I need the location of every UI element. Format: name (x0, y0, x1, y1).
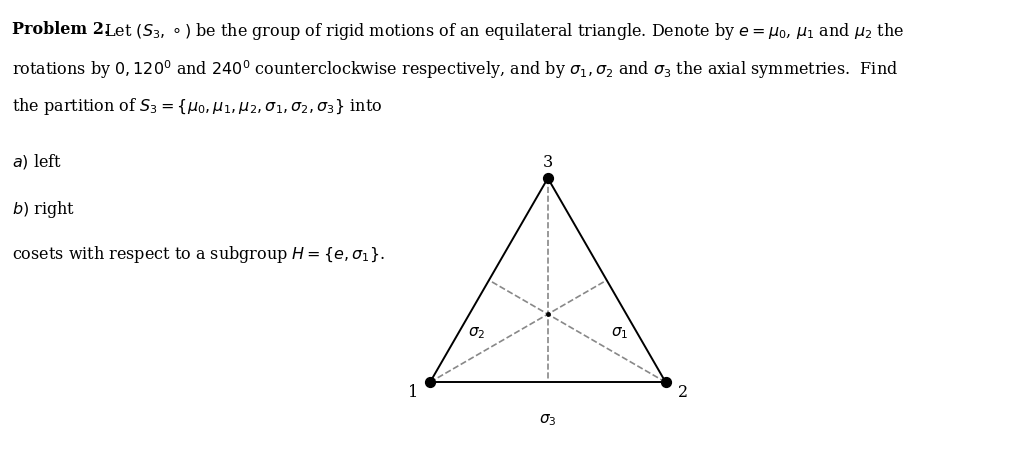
Text: rotations by $0, 120^0$ and $240^0$ counterclockwise respectively, and by $\sigm: rotations by $0, 120^0$ and $240^0$ coun… (12, 59, 898, 81)
Text: $b)$ right: $b)$ right (12, 199, 76, 220)
Point (540, 310, 556, 318)
Text: the partition of $S_3 = \{\mu_0, \mu_1, \mu_2, \sigma_1, \sigma_2, \sigma_3\}$ i: the partition of $S_3 = \{\mu_0, \mu_1, … (12, 96, 383, 117)
Text: 2: 2 (678, 385, 688, 401)
Point (540, 174, 556, 182)
Point (657, 378, 674, 386)
Text: Let $(S_3, \circ)$ be the group of rigid motions of an equilateral triangle. Den: Let $(S_3, \circ)$ be the group of rigid… (94, 21, 904, 42)
Text: 3: 3 (543, 154, 553, 171)
Text: cosets with respect to a subgroup $H = \{e, \sigma_1\}$.: cosets with respect to a subgroup $H = \… (12, 244, 386, 265)
Point (422, 378, 438, 386)
Text: $a)$ left: $a)$ left (12, 152, 62, 172)
Text: Problem 2.: Problem 2. (12, 21, 110, 38)
Text: $\sigma_3$: $\sigma_3$ (539, 413, 557, 428)
Text: 1: 1 (408, 385, 418, 401)
Text: $\sigma_2$: $\sigma_2$ (468, 325, 485, 341)
Text: $\sigma_1$: $\sigma_1$ (610, 325, 628, 341)
